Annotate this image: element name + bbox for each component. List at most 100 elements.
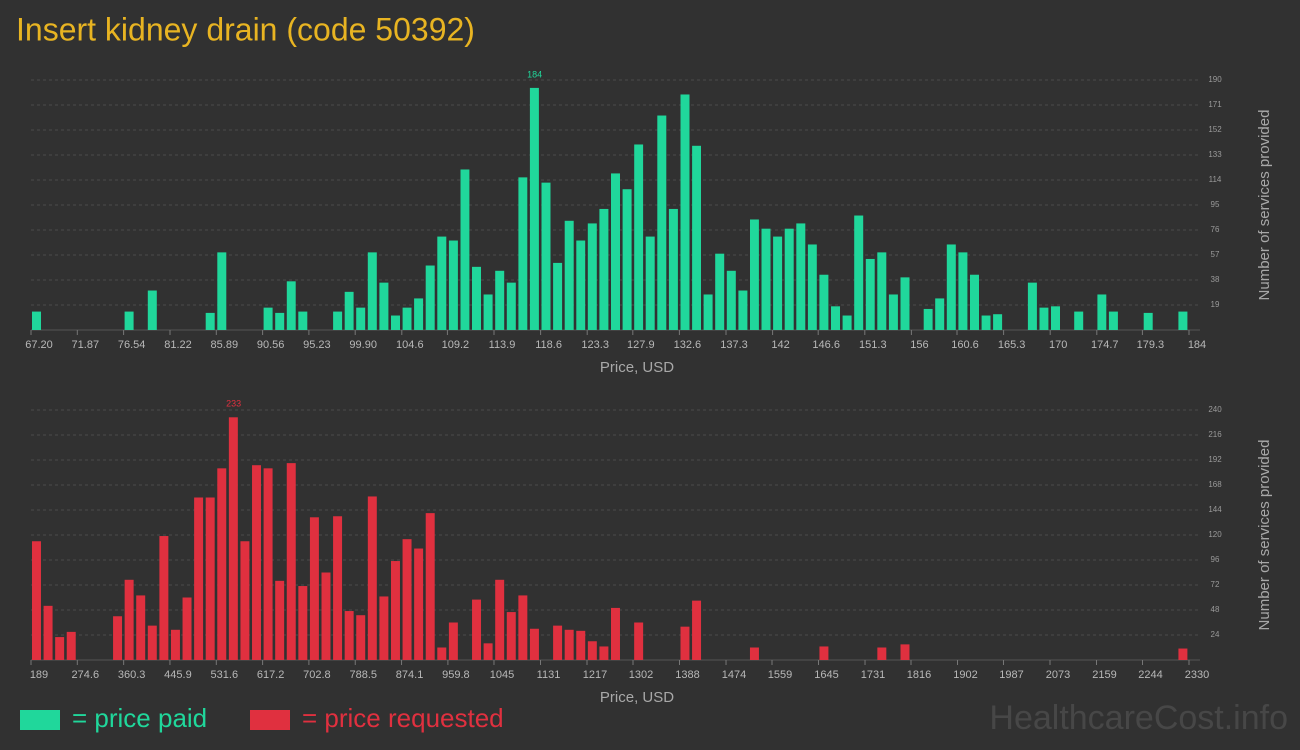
bar bbox=[124, 311, 134, 330]
bar bbox=[553, 625, 563, 660]
bar bbox=[518, 177, 528, 330]
bar bbox=[668, 208, 678, 330]
x-tick-label: 1987 bbox=[999, 669, 1023, 681]
x-tick-label: 2244 bbox=[1138, 669, 1162, 681]
bar bbox=[958, 252, 968, 330]
x-tick-label: 104.6 bbox=[396, 339, 424, 351]
bar bbox=[576, 240, 586, 330]
bar bbox=[599, 208, 609, 330]
bar bbox=[460, 169, 470, 330]
x-tick-label: 1302 bbox=[629, 669, 653, 681]
bar bbox=[344, 291, 354, 330]
bar bbox=[136, 595, 146, 660]
bar bbox=[147, 625, 157, 660]
bar bbox=[437, 236, 447, 330]
bar bbox=[379, 282, 389, 330]
x-tick-label: 146.6 bbox=[812, 339, 840, 351]
y-tick-label: 216 bbox=[1208, 430, 1222, 439]
bar bbox=[425, 513, 435, 660]
bar bbox=[170, 629, 180, 660]
bar bbox=[205, 497, 215, 660]
bar bbox=[680, 94, 690, 330]
bar bbox=[796, 223, 806, 330]
x-tick-label: 1902 bbox=[953, 669, 977, 681]
bar bbox=[448, 240, 458, 330]
y-tick-label: 38 bbox=[1211, 275, 1220, 284]
bar bbox=[390, 315, 400, 330]
x-tick-label: 160.6 bbox=[951, 339, 979, 351]
bar bbox=[877, 647, 887, 660]
bar bbox=[321, 572, 331, 660]
y-tick-label: 133 bbox=[1208, 150, 1222, 159]
bar bbox=[692, 145, 702, 330]
x-tick-label: 1559 bbox=[768, 669, 792, 681]
bar bbox=[495, 270, 505, 330]
bar bbox=[252, 465, 261, 660]
bar bbox=[1027, 282, 1037, 330]
bar bbox=[923, 308, 933, 330]
y-tick-label: 171 bbox=[1208, 100, 1222, 109]
bar bbox=[865, 258, 875, 330]
y-tick-label: 144 bbox=[1208, 505, 1222, 514]
bar bbox=[946, 244, 956, 330]
bar bbox=[622, 189, 632, 330]
x-tick-label: 2159 bbox=[1092, 669, 1116, 681]
x-tick-label: 67.20 bbox=[25, 339, 53, 351]
x-tick-label: 118.6 bbox=[535, 339, 562, 351]
x-tick-label: 189 bbox=[30, 669, 48, 681]
bar bbox=[726, 270, 736, 330]
bar bbox=[680, 626, 690, 660]
bar bbox=[715, 253, 725, 330]
x-tick-label: 109.2 bbox=[442, 339, 470, 351]
bar bbox=[657, 115, 667, 331]
x-tick-label: 1217 bbox=[583, 669, 607, 681]
bar bbox=[506, 612, 516, 660]
legend-label: = price paid bbox=[72, 703, 207, 733]
bar bbox=[344, 611, 354, 660]
bar bbox=[969, 274, 979, 330]
bar bbox=[529, 628, 539, 660]
bar bbox=[437, 647, 447, 660]
bar bbox=[286, 281, 296, 330]
bar bbox=[784, 228, 794, 330]
x-tick-label: 170 bbox=[1049, 339, 1067, 351]
bar bbox=[275, 580, 285, 660]
x-tick-label: 1474 bbox=[722, 669, 746, 681]
bar bbox=[402, 539, 412, 660]
y-axis-title: Number of services provided bbox=[1256, 440, 1273, 631]
max-value-label: 184 bbox=[527, 69, 542, 79]
bar bbox=[356, 307, 366, 330]
x-tick-label: 123.3 bbox=[581, 339, 609, 351]
bar bbox=[263, 307, 273, 330]
x-tick-label: 1816 bbox=[907, 669, 931, 681]
bar bbox=[564, 629, 574, 660]
y-tick-label: 168 bbox=[1208, 480, 1222, 489]
watermark: HealthcareCost.info bbox=[989, 699, 1288, 737]
bar bbox=[402, 307, 412, 330]
y-axis-title: Number of services provided bbox=[1256, 110, 1273, 301]
x-tick-label: 165.3 bbox=[998, 339, 1026, 351]
bar bbox=[506, 282, 516, 330]
bar bbox=[414, 298, 424, 330]
bar bbox=[819, 274, 829, 330]
x-tick-label: 85.89 bbox=[211, 339, 239, 351]
bar bbox=[1051, 306, 1061, 330]
bar bbox=[275, 312, 285, 330]
bar bbox=[553, 262, 563, 330]
y-tick-label: 24 bbox=[1211, 630, 1220, 639]
bar bbox=[367, 252, 377, 330]
x-tick-label: 99.90 bbox=[349, 339, 377, 351]
bar bbox=[529, 87, 539, 330]
bar bbox=[981, 315, 991, 330]
bar bbox=[900, 277, 910, 330]
y-tick-label: 48 bbox=[1211, 605, 1220, 614]
max-value-label: 233 bbox=[226, 399, 241, 409]
y-tick-label: 240 bbox=[1208, 405, 1222, 414]
bar bbox=[634, 144, 644, 330]
y-tick-label: 95 bbox=[1211, 200, 1220, 209]
x-tick-label: 151.3 bbox=[859, 339, 887, 351]
bar bbox=[43, 605, 53, 660]
x-tick-label: 127.9 bbox=[627, 339, 655, 351]
bar bbox=[379, 596, 389, 660]
